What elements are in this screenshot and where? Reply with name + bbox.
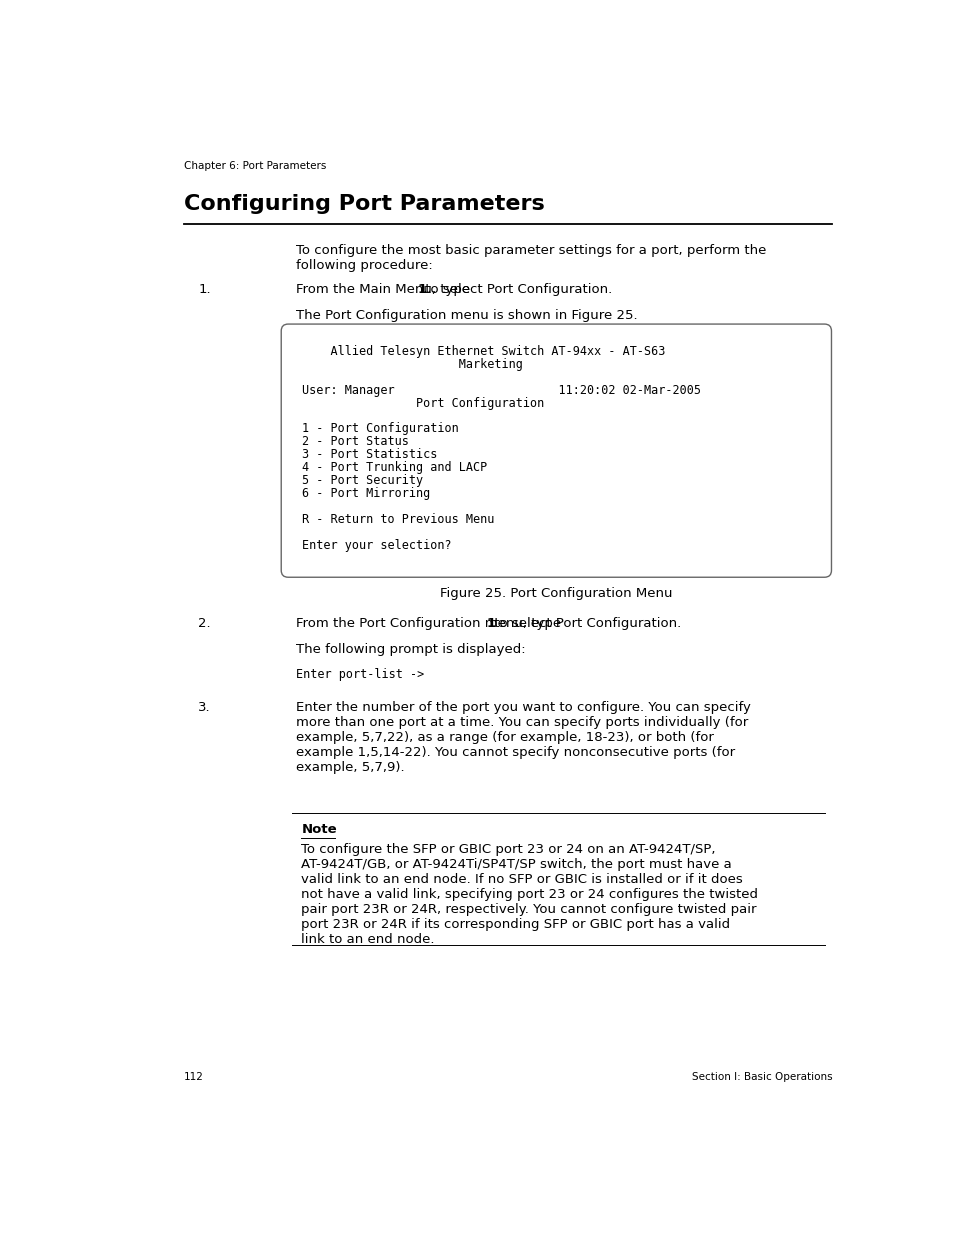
Text: Port Configuration: Port Configuration: [302, 396, 544, 410]
Text: Chapter 6: Port Parameters: Chapter 6: Port Parameters: [183, 162, 326, 172]
Text: 2.: 2.: [198, 616, 211, 630]
Text: 112: 112: [183, 1072, 203, 1082]
Text: 3.: 3.: [198, 701, 211, 714]
Text: 5 - Port Security: 5 - Port Security: [302, 474, 423, 488]
Text: From the Main Menu, type: From the Main Menu, type: [295, 283, 474, 296]
Text: Figure 25. Port Configuration Menu: Figure 25. Port Configuration Menu: [439, 588, 672, 600]
Text: 1 - Port Configuration: 1 - Port Configuration: [302, 422, 458, 436]
Text: to select Port Configuration.: to select Port Configuration.: [489, 616, 680, 630]
Text: To configure the SFP or GBIC port 23 or 24 on an AT-9424T/SP,
AT-9424T/GB, or AT: To configure the SFP or GBIC port 23 or …: [301, 844, 758, 946]
Text: Allied Telesyn Ethernet Switch AT-94xx - AT-S63: Allied Telesyn Ethernet Switch AT-94xx -…: [302, 345, 665, 358]
Text: Enter your selection?: Enter your selection?: [302, 538, 452, 552]
Text: Note: Note: [301, 824, 336, 836]
Text: The following prompt is displayed:: The following prompt is displayed:: [295, 643, 525, 656]
Text: 2 - Port Status: 2 - Port Status: [302, 436, 409, 448]
Text: R - Return to Previous Menu: R - Return to Previous Menu: [302, 513, 494, 526]
FancyBboxPatch shape: [281, 324, 831, 577]
Text: 6 - Port Mirroring: 6 - Port Mirroring: [302, 487, 430, 500]
Text: Section I: Basic Operations: Section I: Basic Operations: [691, 1072, 831, 1082]
Text: From the Port Configuration menu, type: From the Port Configuration menu, type: [295, 616, 565, 630]
Text: 1.: 1.: [198, 283, 211, 296]
Text: 4 - Port Trunking and LACP: 4 - Port Trunking and LACP: [302, 462, 487, 474]
Text: 1: 1: [486, 616, 495, 630]
Text: to select Port Configuration.: to select Port Configuration.: [421, 283, 612, 296]
Text: User: Manager                       11:20:02 02-Mar-2005: User: Manager 11:20:02 02-Mar-2005: [302, 384, 700, 396]
Text: 3 - Port Statistics: 3 - Port Statistics: [302, 448, 437, 462]
Text: Configuring Port Parameters: Configuring Port Parameters: [183, 194, 544, 215]
Text: 1: 1: [417, 283, 427, 296]
Text: Enter port-list ->: Enter port-list ->: [295, 668, 424, 680]
Text: The Port Configuration menu is shown in Figure 25.: The Port Configuration menu is shown in …: [295, 310, 637, 322]
Text: Marketing: Marketing: [302, 358, 522, 370]
Text: To configure the most basic parameter settings for a port, perform the
following: To configure the most basic parameter se…: [295, 245, 765, 273]
Text: Enter the number of the port you want to configure. You can specify
more than on: Enter the number of the port you want to…: [295, 701, 750, 774]
